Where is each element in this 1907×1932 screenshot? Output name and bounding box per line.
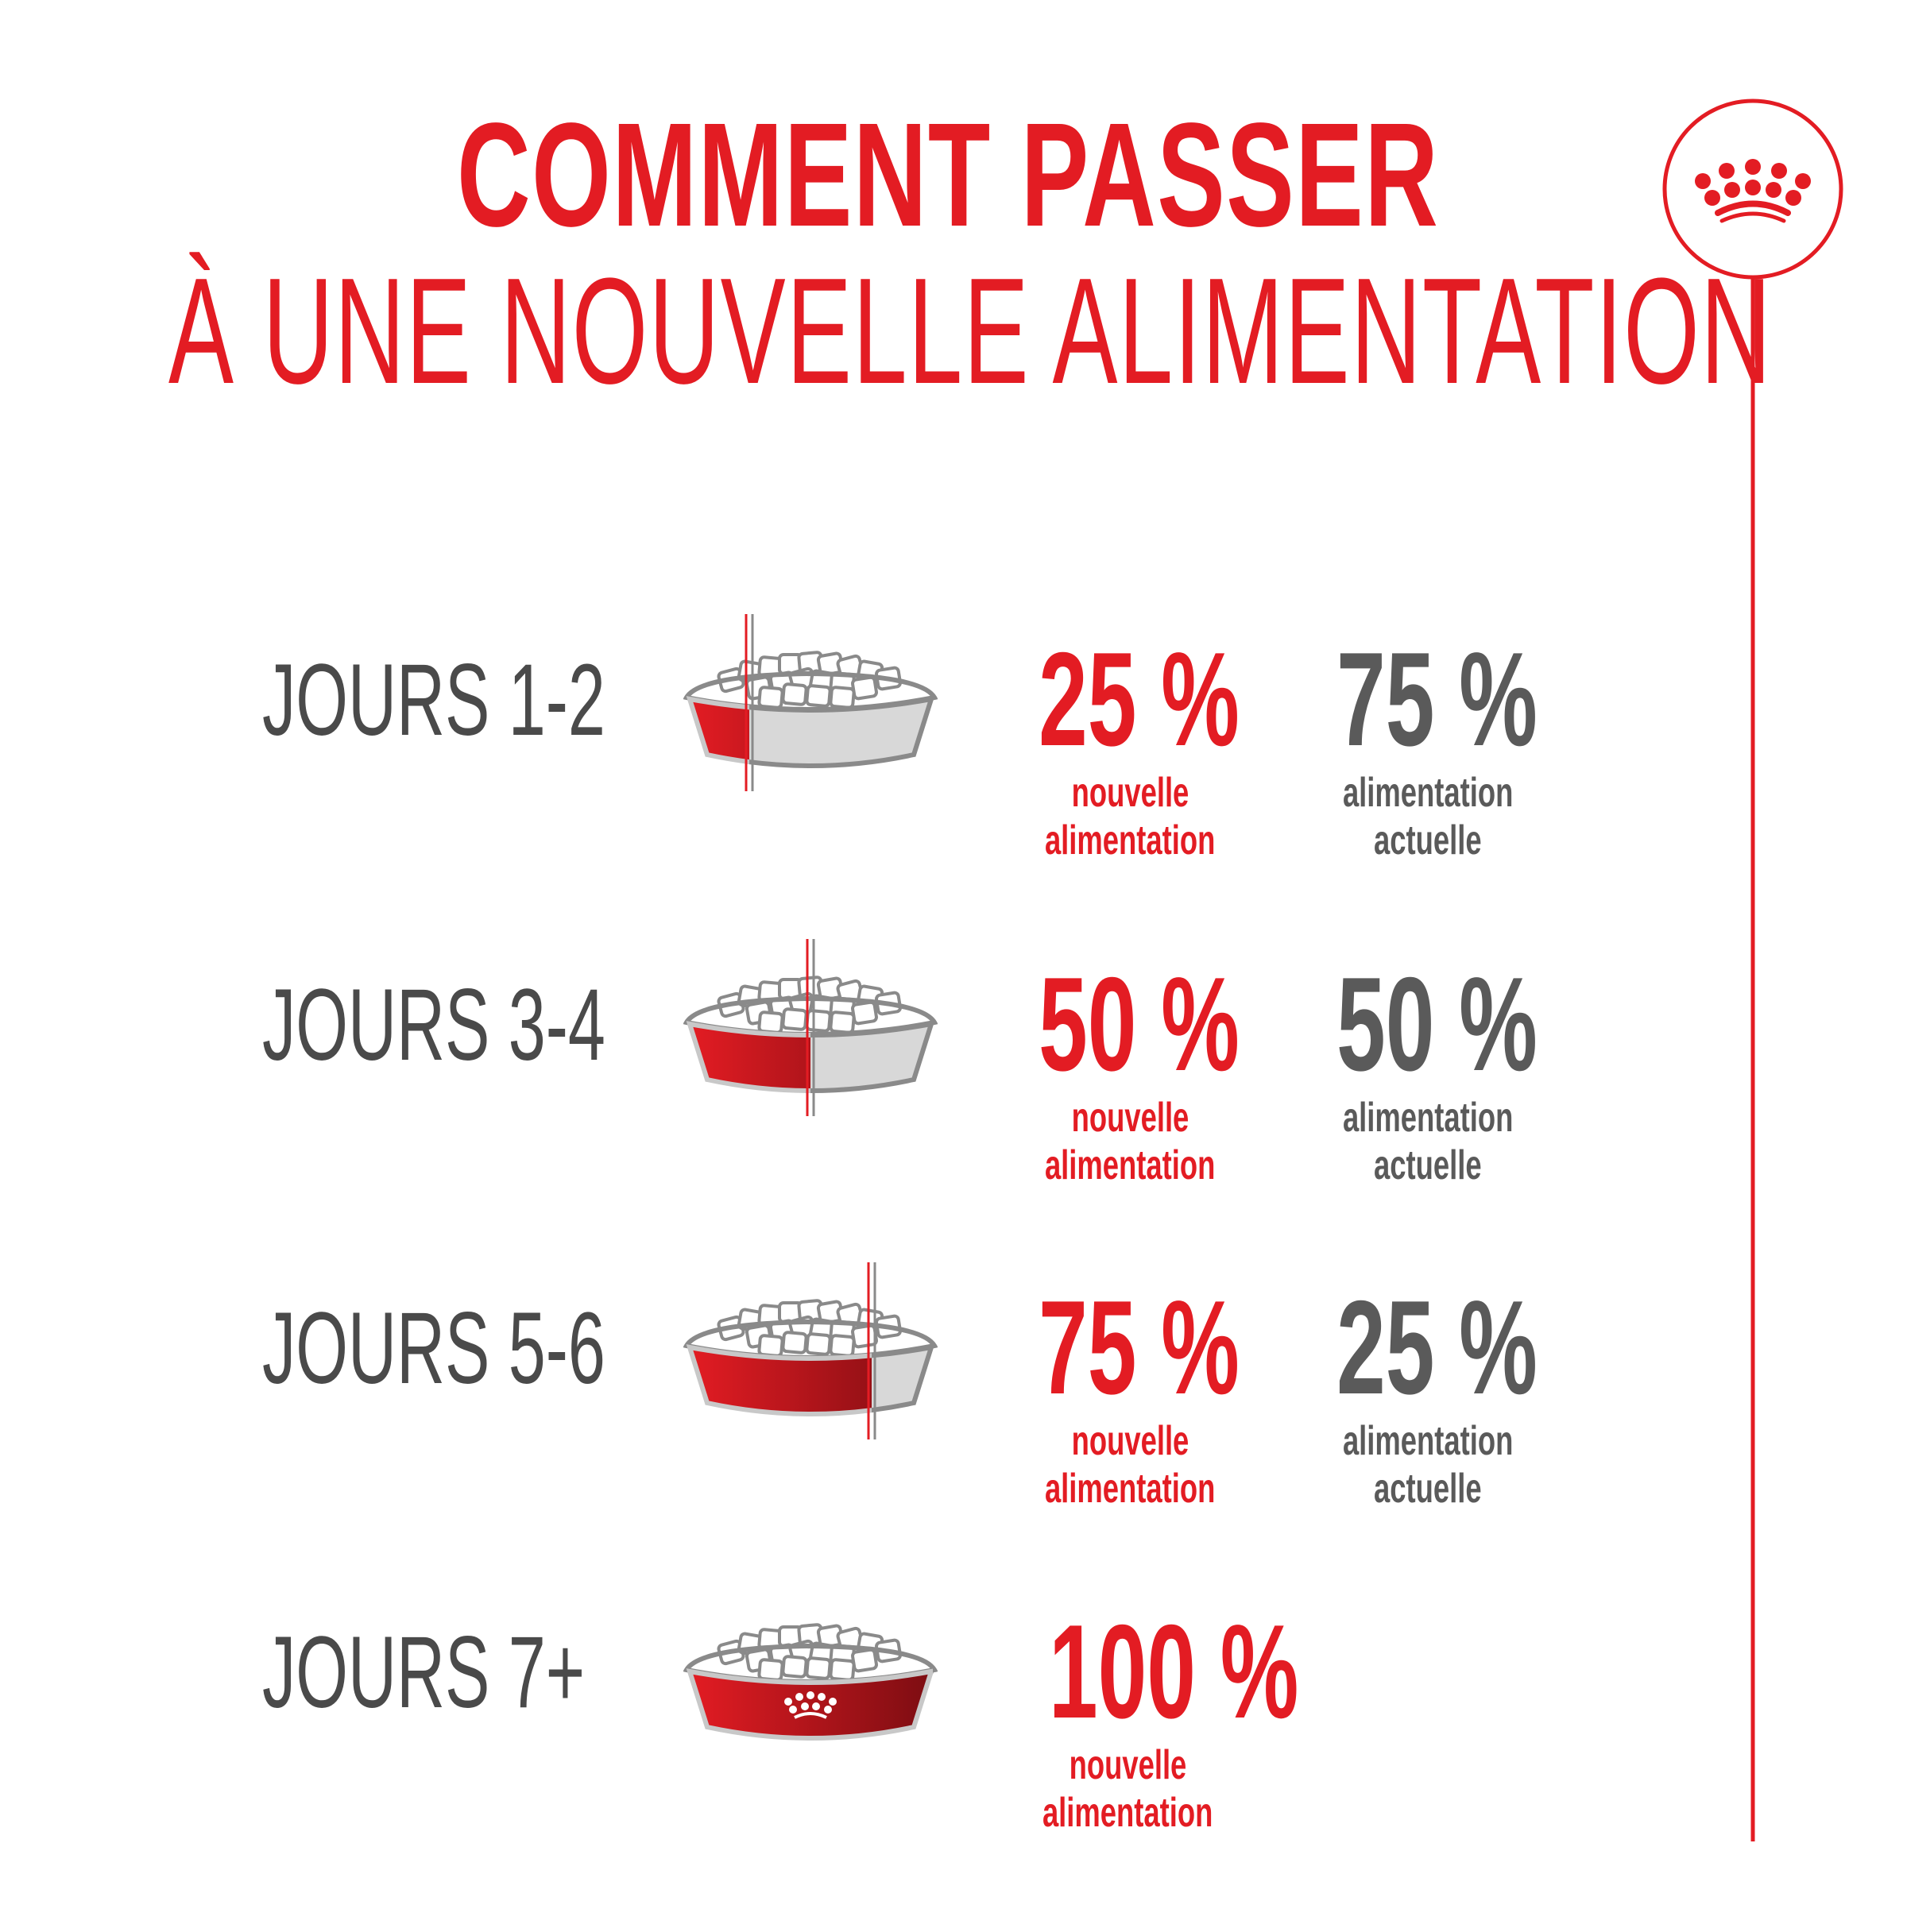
current-food-percent: 25 % (1336, 1273, 1538, 1422)
current-food-label: alimentation actuelle (1342, 1418, 1514, 1512)
current-food-label: alimentation actuelle (1342, 1095, 1514, 1188)
transition-row: JOURS 1-2 25 % nouvelle alimentation 75 % al… (0, 614, 1907, 960)
food-bowl-icon (683, 614, 938, 791)
new-food-percent: 25 % (1039, 624, 1240, 774)
title-line-2: À UNE NOUVELLE ALIMENTATION (168, 247, 1773, 415)
day-range: JOURS 5-6 (262, 1292, 605, 1405)
current-food-percent: 75 % (1336, 624, 1538, 774)
crown-icon (1695, 159, 1811, 223)
new-food-label: nouvelle alimentation (1044, 1095, 1216, 1188)
title-line-1: COMMENT PASSER (457, 93, 1440, 257)
new-food-percent: 50 % (1039, 949, 1240, 1099)
new-food-percent: 100 % (1048, 1597, 1299, 1746)
new-food-label: nouvelle alimentation (1044, 1418, 1216, 1512)
new-food-label: nouvelle alimentation (1044, 770, 1216, 864)
current-food-percent: 50 % (1336, 949, 1538, 1099)
transition-row: JOURS 7+ 100 % nouvelle alimentation (0, 1605, 1907, 1932)
transition-row: JOURS 3-4 50 % nouvelle alimentation 50 % al… (0, 939, 1907, 1285)
food-bowl-icon (683, 1623, 938, 1741)
day-range: JOURS 3-4 (262, 968, 605, 1082)
transition-row: JOURS 5-6 75 % nouvelle alimentation 25 % al… (0, 1262, 1907, 1608)
food-bowl-icon (683, 1262, 938, 1439)
day-range: JOURS 1-2 (262, 643, 605, 757)
day-range: JOURS 7+ (262, 1616, 586, 1729)
food-bowl-icon (683, 939, 938, 1116)
new-food-percent: 75 % (1039, 1273, 1240, 1422)
current-food-label: alimentation actuelle (1342, 770, 1514, 864)
new-food-label: nouvelle alimentation (1042, 1742, 1213, 1836)
logo-circle (1662, 99, 1843, 280)
